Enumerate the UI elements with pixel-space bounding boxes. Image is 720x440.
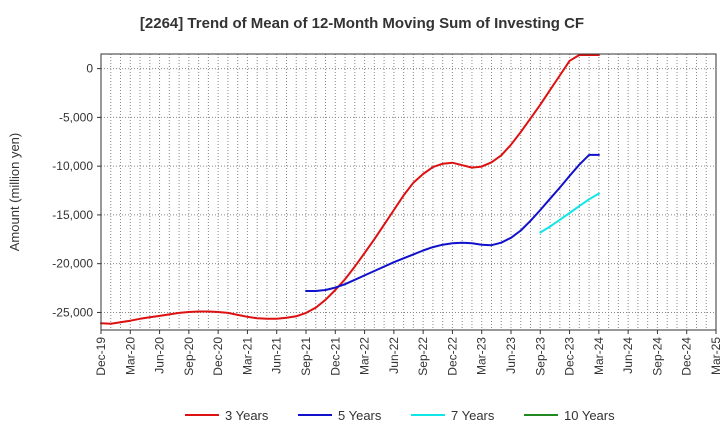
x-tick-label: Mar-25 xyxy=(709,337,720,375)
legend: 3 Years 5 Years 7 Years 10 Years xyxy=(185,408,615,423)
x-tick-label: Sep-22 xyxy=(416,337,430,376)
x-tick-label: Dec-19 xyxy=(94,337,108,376)
x-tick-label: Dec-22 xyxy=(445,337,459,376)
series-line-1 xyxy=(100,54,600,325)
y-tick-label: -10,000 xyxy=(52,159,93,173)
x-tick-label: Dec-23 xyxy=(563,337,577,376)
legend-label-1: 3 Years xyxy=(225,408,269,423)
series-line-2 xyxy=(305,153,600,292)
series-line-3 xyxy=(539,192,600,234)
grid xyxy=(101,54,717,330)
x-tick-label: Dec-24 xyxy=(680,337,694,376)
y-axis-label: Amount (million yen) xyxy=(7,133,22,252)
x-tick-label: Sep-24 xyxy=(650,337,664,376)
y-tick-label: -15,000 xyxy=(52,208,93,222)
legend-label-2: 5 Years xyxy=(338,408,382,423)
x-tick-label: Mar-21 xyxy=(240,337,254,375)
x-tick-label: Mar-24 xyxy=(592,337,606,375)
series-layer xyxy=(100,54,600,325)
x-tick-label: Sep-20 xyxy=(182,337,196,376)
y-tick-label: -20,000 xyxy=(52,257,93,271)
x-tick-label: Dec-21 xyxy=(328,337,342,376)
chart-title: [2264] Trend of Mean of 12-Month Moving … xyxy=(140,15,584,32)
x-tick-label: Sep-23 xyxy=(533,337,547,376)
x-axis-ticks: Dec-19 Mar-20 Jun-20 Sep-20 Dec-20 Mar-21 Jun-… xyxy=(94,330,720,376)
y-tick-label: -25,000 xyxy=(52,305,93,319)
x-tick-label: Mar-22 xyxy=(358,337,372,375)
plot-area xyxy=(101,54,716,330)
x-tick-label: Jun-24 xyxy=(621,337,635,374)
x-tick-label: Mar-20 xyxy=(123,337,137,375)
x-tick-label: Jun-23 xyxy=(504,337,518,374)
legend-label-4: 10 Years xyxy=(564,408,615,423)
legend-label-3: 7 Years xyxy=(451,408,495,423)
x-tick-label: Mar-23 xyxy=(475,337,489,375)
y-tick-label: -5,000 xyxy=(59,110,93,124)
y-tick-label: 0 xyxy=(86,62,93,76)
y-axis-ticks: 0 -5,000 -10,000 -15,000 -20,000 -25,000 xyxy=(52,62,101,319)
plot-frame xyxy=(100,53,717,331)
x-tick-label: Jun-21 xyxy=(270,337,284,374)
x-tick-label: Jun-20 xyxy=(153,337,167,374)
x-tick-label: Jun-22 xyxy=(387,337,401,374)
x-tick-label: Dec-20 xyxy=(211,337,225,376)
x-tick-label: Sep-21 xyxy=(299,337,313,376)
